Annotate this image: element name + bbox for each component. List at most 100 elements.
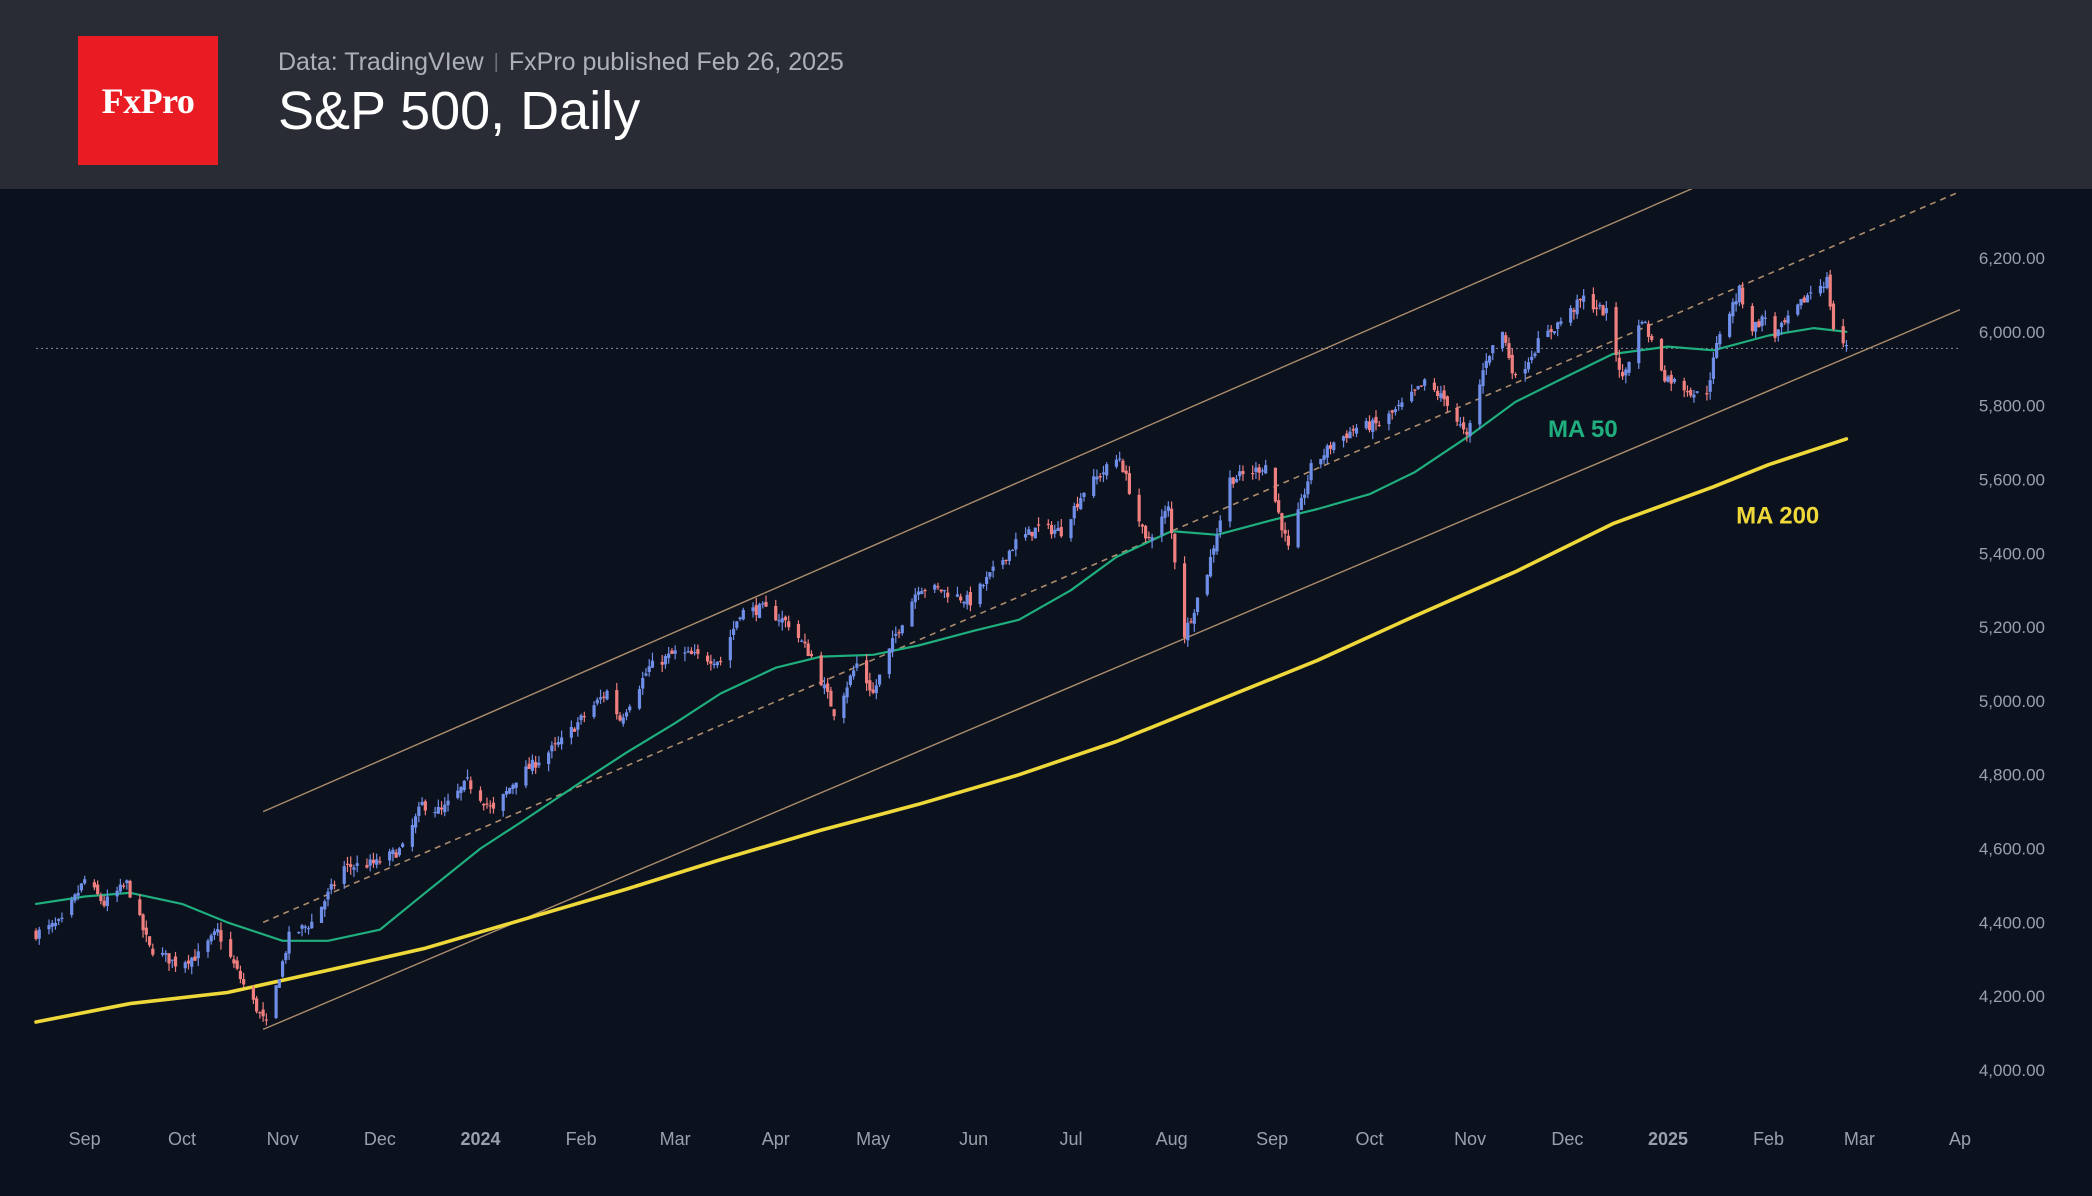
candle	[1011, 549, 1015, 552]
candle	[1711, 352, 1716, 385]
candle	[1731, 298, 1735, 324]
candle	[1844, 340, 1849, 352]
candle	[1533, 351, 1537, 359]
candle	[1036, 517, 1041, 532]
candle	[1079, 492, 1083, 510]
candle	[1455, 403, 1459, 427]
candle	[1023, 527, 1028, 541]
x-tick-label: Oct	[168, 1129, 196, 1149]
candle	[871, 682, 875, 695]
candle	[1419, 385, 1424, 388]
candle	[602, 691, 606, 703]
candle	[595, 697, 599, 706]
candle	[683, 646, 687, 662]
candle	[167, 953, 171, 971]
candle	[910, 598, 914, 627]
candle	[754, 597, 758, 622]
candle	[1692, 389, 1696, 403]
candle	[242, 972, 246, 988]
candle	[819, 651, 823, 687]
x-tick-label: Nov	[267, 1129, 299, 1149]
candle	[1049, 521, 1054, 539]
candle	[1374, 410, 1378, 431]
candle	[877, 674, 882, 687]
x-tick-label: 2024	[460, 1129, 500, 1149]
candle	[660, 654, 664, 672]
candle	[1092, 468, 1096, 499]
candle	[900, 624, 904, 636]
candle	[936, 582, 940, 590]
candle	[637, 685, 642, 711]
candle	[1150, 533, 1154, 549]
candle	[894, 626, 898, 644]
candle	[978, 582, 982, 608]
candle	[1364, 417, 1368, 430]
candle	[547, 750, 551, 772]
candle	[326, 888, 330, 907]
candle	[436, 799, 440, 815]
x-tick-label: Oct	[1355, 1129, 1383, 1149]
candle	[1617, 349, 1621, 378]
candle	[1309, 459, 1313, 485]
candle	[709, 654, 713, 671]
candle	[1280, 512, 1284, 538]
candle	[501, 793, 505, 817]
candle	[138, 894, 142, 917]
candle	[1251, 465, 1255, 480]
candle	[1685, 385, 1690, 397]
candle	[1004, 559, 1008, 565]
candle	[913, 587, 917, 609]
candle	[1669, 370, 1673, 392]
candle	[264, 1013, 268, 1026]
x-tick-label: Mar	[660, 1129, 691, 1149]
candle	[465, 769, 470, 781]
candle	[310, 913, 314, 929]
candle	[1205, 574, 1209, 597]
candle	[417, 801, 421, 823]
candle	[1416, 385, 1420, 391]
candle	[238, 965, 243, 984]
candle	[73, 893, 77, 904]
channel-lower-line	[262, 309, 1960, 1031]
candle	[605, 689, 609, 701]
candle	[1458, 417, 1462, 428]
candle	[524, 760, 528, 789]
candle	[1228, 470, 1232, 528]
candle	[277, 979, 281, 988]
candle	[255, 995, 259, 1014]
candle	[371, 852, 376, 868]
candle	[1750, 303, 1754, 336]
candle	[235, 956, 239, 971]
candle	[300, 924, 304, 937]
candle	[160, 947, 165, 957]
candle	[1802, 295, 1806, 303]
chart-subtitle: Data: TradingVIew | FxPro published Feb 26…	[278, 48, 844, 77]
candle	[618, 712, 622, 722]
candle	[1646, 320, 1651, 343]
candle	[780, 610, 784, 631]
candle	[1140, 523, 1144, 534]
candle	[868, 672, 872, 697]
candle	[433, 806, 437, 818]
candle	[1637, 319, 1641, 369]
candle	[1286, 529, 1290, 550]
candle	[641, 671, 645, 695]
candle	[988, 572, 992, 580]
candle	[572, 727, 577, 733]
candle	[488, 800, 492, 814]
candle	[981, 583, 985, 589]
candle	[284, 951, 288, 964]
candle	[764, 595, 768, 607]
x-tick-label: May	[856, 1129, 890, 1149]
x-tick-label: Dec	[1551, 1129, 1583, 1149]
candle	[1614, 302, 1618, 362]
candle	[527, 757, 531, 770]
candle	[219, 922, 223, 950]
candle	[1779, 321, 1784, 336]
candle	[962, 600, 966, 608]
candle	[1809, 285, 1813, 300]
candle	[456, 783, 460, 800]
candle	[105, 889, 109, 912]
candle	[731, 620, 736, 641]
candle	[193, 949, 197, 962]
